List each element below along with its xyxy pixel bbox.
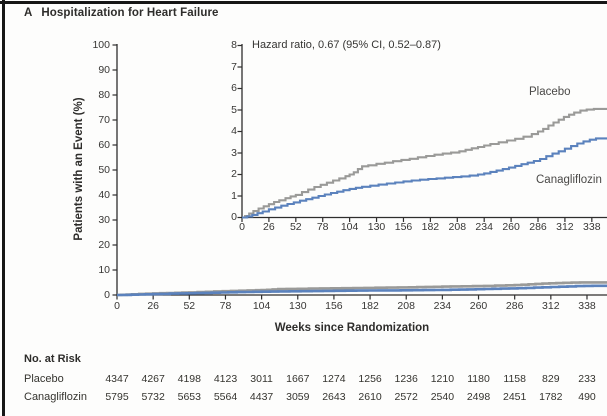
y-tick-label: 70 xyxy=(98,113,110,126)
at-risk-value: 4347 xyxy=(105,373,129,385)
x-tick-label: 338 xyxy=(583,221,601,233)
at-risk-value: 2540 xyxy=(430,391,455,403)
x-tick-label: 156 xyxy=(325,300,343,312)
x-tick-label: 130 xyxy=(289,300,307,312)
y-tick-label: 5 xyxy=(231,103,237,116)
y-tick-label: 60 xyxy=(98,138,110,151)
x-tick-label: 338 xyxy=(578,300,596,312)
at-risk-value: 5732 xyxy=(141,391,165,403)
at-risk-value: 5795 xyxy=(105,391,129,403)
at-risk-value: 5564 xyxy=(213,391,238,403)
at-risk-value: 1236 xyxy=(394,373,418,385)
y-tick-label: 20 xyxy=(98,238,110,251)
at-risk-value: 4267 xyxy=(141,373,165,385)
x-tick-label: 26 xyxy=(263,221,275,233)
x-tick-label: 52 xyxy=(183,300,196,312)
y-tick-label: 0 xyxy=(104,288,110,301)
y-tick-label: 1 xyxy=(231,189,237,202)
at-risk-value: 5653 xyxy=(177,391,201,403)
at-risk-value: 1210 xyxy=(430,373,455,385)
x-tick-label: 234 xyxy=(475,221,493,233)
at-risk-value: 1180 xyxy=(467,373,490,385)
placebo-curve xyxy=(242,107,607,219)
x-axis-label: Weeks since Randomization xyxy=(274,322,430,334)
x-tick-label: 0 xyxy=(239,221,245,233)
x-tick-label: 130 xyxy=(367,221,386,233)
at-risk-value: 1158 xyxy=(503,373,526,385)
at-risk-value: 2498 xyxy=(466,391,491,403)
at-risk-row-label: Canagliflozin xyxy=(24,391,87,403)
x-tick-label: 0 xyxy=(114,300,120,312)
at-risk-value: 2643 xyxy=(322,391,346,403)
hazard-ratio-annotation: Hazard ratio, 0.67 (95% CI, 0.52–0.87) xyxy=(252,39,441,51)
y-tick-label: 80 xyxy=(98,88,110,101)
y-tick-label: 0 xyxy=(231,211,237,223)
x-tick-label: 182 xyxy=(421,221,440,233)
at-risk-value: 3059 xyxy=(286,391,310,403)
at-risk-value: 1256 xyxy=(358,373,382,385)
x-tick-label: 286 xyxy=(529,221,547,233)
at-risk-value: 2572 xyxy=(394,391,418,403)
panel-title-row: A Hospitalization for Heart Failure xyxy=(24,7,219,19)
x-tick-label: 52 xyxy=(289,221,302,233)
x-tick-label: 156 xyxy=(394,221,413,233)
y-tick-label: 2 xyxy=(231,168,237,180)
x-tick-label: 260 xyxy=(469,300,488,312)
x-tick-label: 26 xyxy=(147,300,160,312)
at-risk-value: 4198 xyxy=(177,373,201,385)
y-tick-label: 8 xyxy=(231,39,237,51)
at-risk-value: 1667 xyxy=(286,373,310,385)
panel-letter: A xyxy=(24,7,33,19)
y-tick-label: 7 xyxy=(231,60,237,73)
canagliflozin-curve xyxy=(242,137,607,219)
y-tick-label: 50 xyxy=(98,163,110,176)
panel-border-left xyxy=(2,0,5,416)
x-tick-label: 104 xyxy=(340,221,359,233)
at-risk-heading: No. at Risk xyxy=(24,353,81,365)
at-risk-value: 4123 xyxy=(213,373,238,385)
y-tick-label: 6 xyxy=(231,82,237,94)
y-tick-label: 90 xyxy=(98,63,110,76)
panel-title: Hospitalization for Heart Failure xyxy=(41,7,219,19)
at-risk-value: 2451 xyxy=(503,391,527,403)
panel-border-top xyxy=(0,1,607,4)
y-tick-label: 10 xyxy=(98,263,110,276)
y-tick-label: 40 xyxy=(98,188,110,201)
canagliflozin-curve xyxy=(117,284,607,297)
at-risk-row-label: Placebo xyxy=(24,373,64,385)
x-tick-label: 286 xyxy=(505,300,524,312)
at-risk-value: 490 xyxy=(578,391,596,403)
y-tick-label: 30 xyxy=(98,213,110,226)
at-risk-value: 4437 xyxy=(249,391,274,403)
x-tick-label: 260 xyxy=(502,221,520,233)
y-tick-label: 100 xyxy=(92,38,110,51)
x-tick-label: 78 xyxy=(219,300,232,312)
at-risk-value: 233 xyxy=(578,373,596,385)
placebo-series-label: Placebo xyxy=(529,86,571,98)
at-risk-value: 829 xyxy=(542,373,560,385)
x-tick-label: 208 xyxy=(448,221,467,233)
x-tick-label: 182 xyxy=(361,300,379,312)
at-risk-value: 1274 xyxy=(322,373,346,385)
x-tick-label: 312 xyxy=(556,221,574,233)
at-risk-value: 3011 xyxy=(250,373,273,385)
x-tick-label: 104 xyxy=(252,300,271,312)
x-tick-label: 208 xyxy=(397,300,415,312)
y-tick-label: 4 xyxy=(231,125,237,137)
x-tick-label: 78 xyxy=(316,221,329,233)
x-tick-label: 234 xyxy=(433,300,452,312)
at-risk-value: 2610 xyxy=(358,391,382,403)
y-tick-label: 3 xyxy=(231,146,237,159)
canagliflozin-series-label: Canagliflozin xyxy=(536,174,602,186)
x-tick-label: 312 xyxy=(542,300,560,312)
at-risk-value: 1782 xyxy=(539,391,563,403)
